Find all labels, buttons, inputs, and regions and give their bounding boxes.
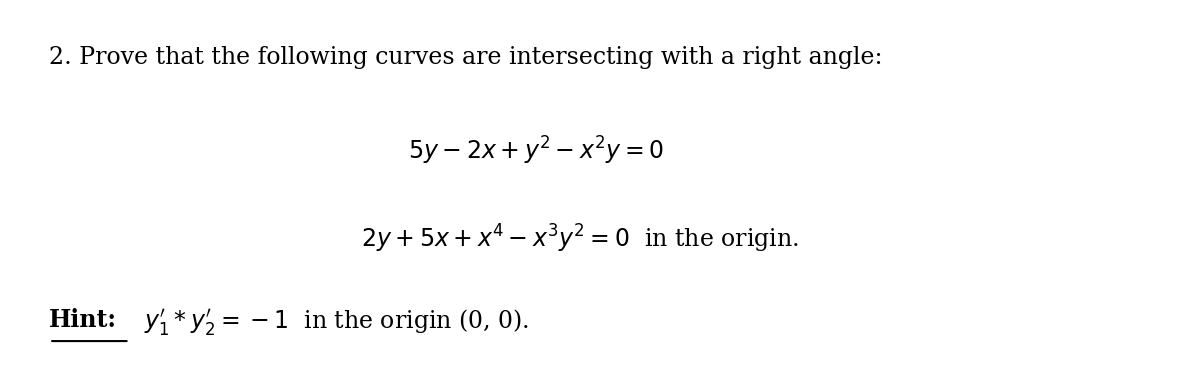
Text: 2. Prove that the following curves are intersecting with a right angle:: 2. Prove that the following curves are i…	[49, 46, 883, 69]
Text: $y_{1}^{\prime}*y_{2}^{\prime}=-1$  in the origin (0, 0).: $y_{1}^{\prime}*y_{2}^{\prime}=-1$ in th…	[130, 308, 530, 339]
Text: $2y+5x+x^{4}-x^{3}y^{2}=0$  in the origin.: $2y+5x+x^{4}-x^{3}y^{2}=0$ in the origin…	[360, 223, 798, 255]
Text: Hint:: Hint:	[49, 308, 118, 332]
Text: $5y-2x+y^{2}-x^{2}y=0$: $5y-2x+y^{2}-x^{2}y=0$	[408, 134, 665, 167]
